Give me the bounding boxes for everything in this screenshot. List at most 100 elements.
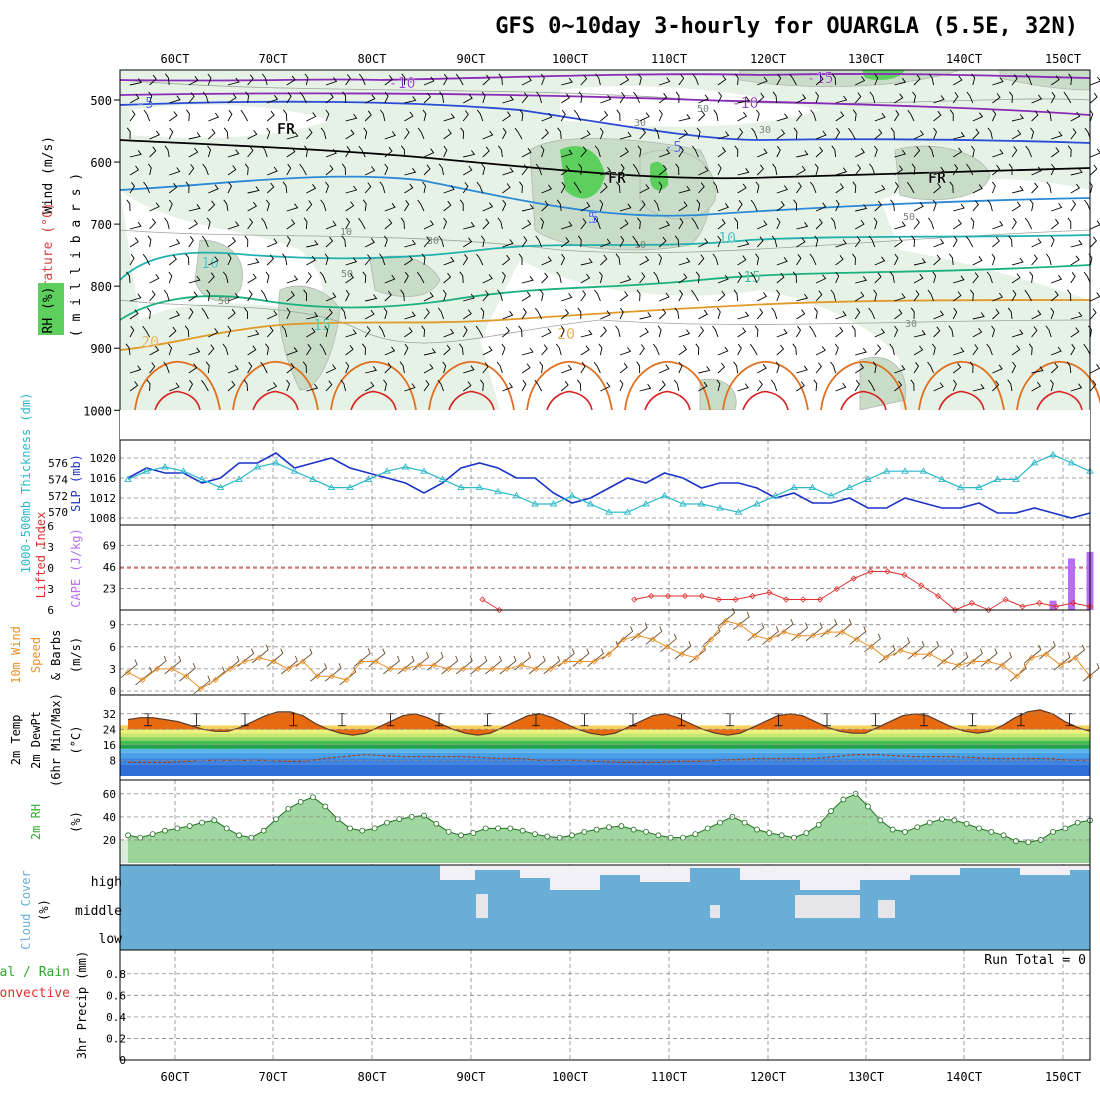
wind-barb [737, 239, 750, 248]
wind-barb [776, 73, 782, 86]
rh-white-area [880, 179, 1090, 300]
isotherm-30-loop [742, 390, 789, 411]
isotherm-15 [119, 264, 1091, 321]
wind10-marker [562, 658, 569, 665]
wind-barb [320, 199, 327, 212]
wind-axis-label: Wind (m/s) [41, 136, 56, 214]
wind-barb [776, 185, 789, 194]
thickness-marker [512, 491, 521, 499]
wind-barb [913, 290, 920, 302]
thickness-marker [457, 483, 465, 491]
wind-barb [561, 364, 573, 374]
bottom-time-tick-label: 80CT [358, 1070, 387, 1084]
wind-barb [678, 257, 691, 266]
wind-barb [868, 235, 876, 248]
bottom-time-tick-label: 90CT [457, 1070, 486, 1084]
wind-barb [873, 145, 878, 158]
li-marker [816, 596, 824, 603]
wind-barb [933, 310, 945, 320]
wind-barb [345, 146, 351, 158]
wind-barb [129, 110, 136, 122]
wind-barb [265, 199, 270, 212]
wind-barb [737, 255, 747, 266]
rh2m-marker [310, 794, 316, 801]
rh2m-marker [260, 827, 267, 834]
wind-barb [404, 311, 416, 320]
rh-contour [119, 79, 1091, 104]
temp-minmax-bar [338, 713, 346, 727]
rh2m-marker [877, 817, 884, 824]
wind-barb [894, 149, 907, 158]
wind-barb [541, 256, 552, 266]
cloud-high-bar [1070, 870, 1090, 892]
wind-barb [972, 184, 983, 194]
wind-barbs-upper [125, 73, 1100, 392]
rh2m-marker [519, 827, 526, 834]
wind10-barb [324, 663, 342, 682]
wind-barb [186, 109, 190, 122]
cloud-high-bar [960, 868, 1020, 892]
cape-tick-label: 46 [103, 561, 116, 574]
wind-barb [952, 307, 958, 320]
wind-barb [698, 309, 708, 320]
wind-barb [443, 145, 448, 158]
wind-barb [404, 239, 417, 248]
wind-barb [991, 253, 996, 266]
rh2m-marker [741, 819, 748, 826]
wind-barb [698, 366, 711, 374]
wind-barb [659, 364, 670, 374]
isotherm-label: -10 [388, 74, 415, 92]
wind10-marker [591, 658, 598, 665]
wind-barb [442, 289, 447, 302]
wind-barb [678, 185, 691, 194]
wind-barb [796, 150, 809, 158]
rh2m-tick-label: 60 [103, 788, 116, 801]
wind-barb [365, 94, 376, 104]
temp-minmax-bar [192, 713, 201, 727]
wind-barb [619, 347, 632, 356]
thickness-marker [1012, 475, 1020, 482]
wind-barb [286, 163, 292, 176]
wind-barb [1070, 311, 1083, 320]
wind-barb [384, 290, 392, 302]
wind-barb [521, 291, 531, 302]
cloud-mid-gap [878, 900, 895, 918]
wind-barb [717, 91, 723, 104]
wind-barb [674, 235, 680, 248]
wind-barb [776, 289, 781, 302]
wind-barb [698, 166, 709, 176]
li-tick-label: -6 [41, 520, 54, 533]
wind10-marker [664, 643, 671, 650]
wind-barb [423, 363, 434, 374]
wind-barb [502, 167, 514, 176]
rh2m-marker [347, 825, 353, 832]
temp-minmax-bar [580, 713, 589, 727]
wind-barb [304, 145, 308, 158]
isotherm-30-loop [154, 390, 201, 411]
wind-barb [835, 326, 844, 338]
rh2m-axis-label: 2m RH [29, 804, 43, 840]
wind-barb [324, 253, 329, 266]
wind-barb [163, 289, 170, 302]
wind-barb [659, 220, 671, 230]
wind-barb [364, 182, 372, 194]
wind10-barb [864, 633, 881, 653]
wind-barb [363, 127, 368, 140]
wind-barb [894, 221, 906, 230]
temp-tick-label: 24 [103, 723, 117, 736]
wind-barb [873, 289, 877, 302]
wind-barb [854, 219, 865, 230]
wind-barb [384, 163, 389, 176]
wind-barb [1031, 381, 1042, 392]
wind-barb [556, 271, 562, 284]
wind-barb [578, 91, 583, 104]
wind-barb [854, 363, 865, 374]
wind-barb [913, 273, 924, 284]
cloud-unit-label: (%) [37, 899, 51, 921]
wind-barb [345, 361, 350, 374]
wind-barb [972, 256, 983, 266]
wind-barb [1009, 91, 1013, 104]
wind10-barb [455, 655, 473, 675]
rh-contour-label: 30 [427, 236, 439, 247]
wind10-marker [401, 665, 409, 672]
